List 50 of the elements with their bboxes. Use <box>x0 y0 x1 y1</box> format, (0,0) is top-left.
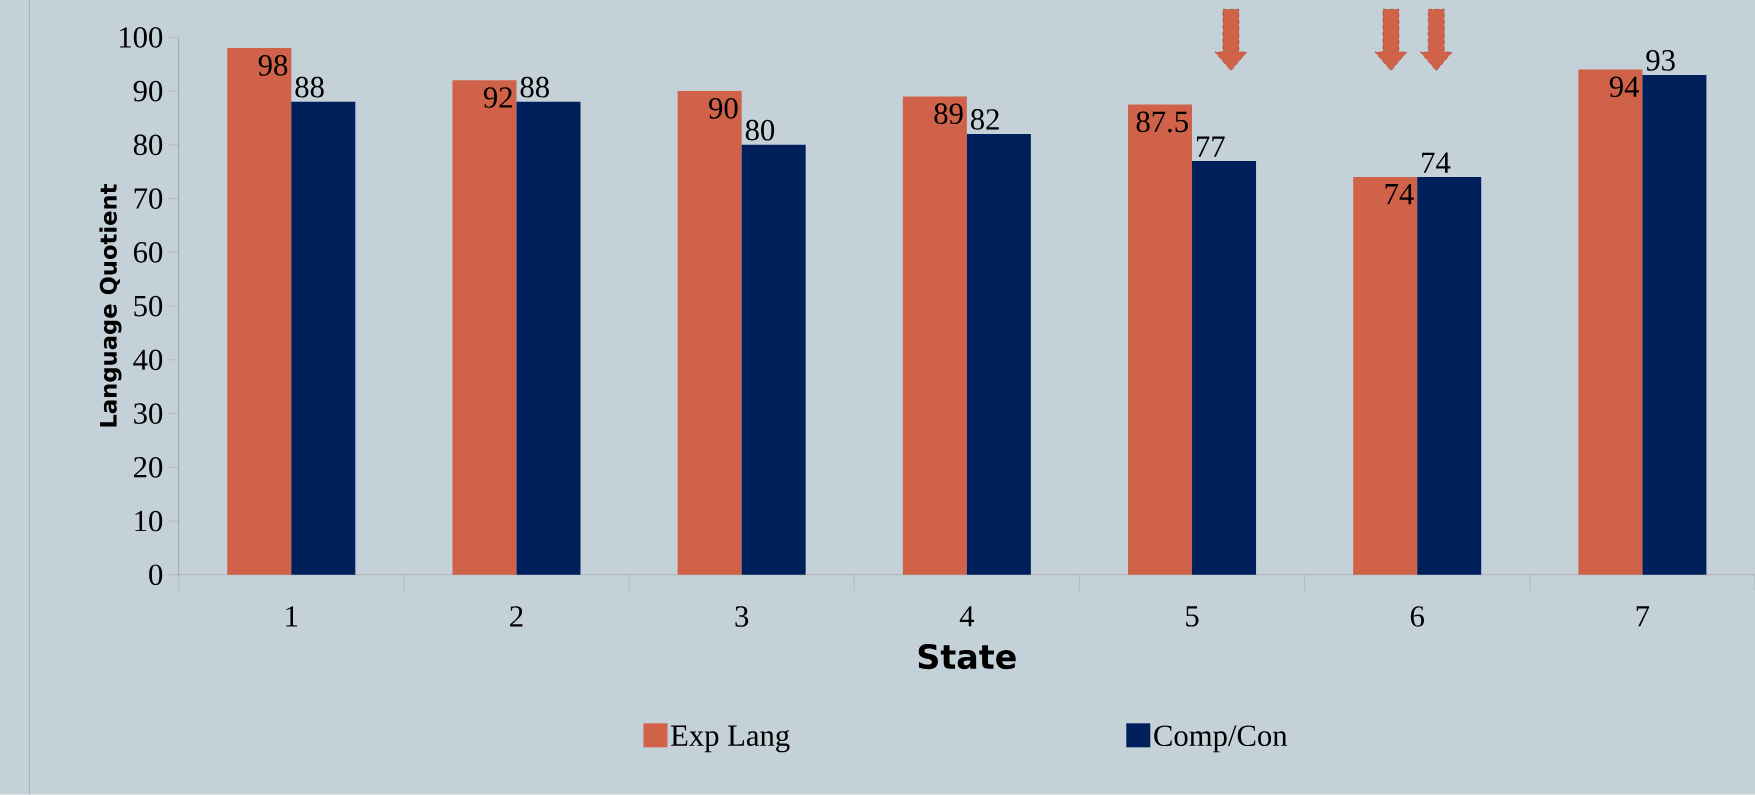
bar <box>452 80 517 575</box>
y-tick-label: 10 <box>135 510 163 532</box>
x-tick-label: 3 <box>735 606 749 627</box>
data-label: 89 <box>934 103 963 125</box>
bar <box>291 101 356 575</box>
data-label: 94 <box>1609 76 1639 98</box>
data-label: 77 <box>1196 136 1225 157</box>
x-axis-title: State <box>918 644 1016 670</box>
y-tick-label: 30 <box>134 403 163 424</box>
data-label: 88 <box>520 76 549 98</box>
data-label: 88 <box>295 76 324 98</box>
bar <box>741 144 806 575</box>
bar <box>227 48 292 575</box>
x-tick-label: 4 <box>959 606 975 627</box>
data-label: 93 <box>1646 50 1675 71</box>
data-label: 80 <box>745 119 775 141</box>
bar <box>516 101 581 575</box>
legend-label: Exp Lang <box>670 725 790 753</box>
bar <box>1417 177 1482 575</box>
bar <box>1353 177 1418 575</box>
bar <box>902 96 967 575</box>
y-tick-label: 20 <box>133 457 163 478</box>
data-label: 74 <box>1385 184 1414 205</box>
data-label: 92 <box>483 87 512 108</box>
data-label: 98 <box>258 55 288 76</box>
y-tick-label: 70 <box>134 188 163 209</box>
x-tick-label: 1 <box>286 606 298 627</box>
data-label: 87.5 <box>1136 111 1188 133</box>
x-tick-label: 7 <box>1636 606 1650 627</box>
x-tick-label: 6 <box>1410 606 1424 627</box>
legend-label: Comp/Con <box>1154 725 1288 753</box>
y-tick-label: 0 <box>149 564 163 586</box>
bar <box>1578 69 1643 575</box>
x-tick-label: 2 <box>510 606 523 627</box>
bar <box>677 91 742 575</box>
y-axis-title: Language Quotient <box>99 184 122 427</box>
bar <box>966 134 1031 575</box>
data-label: 82 <box>970 109 999 130</box>
bar <box>1192 161 1257 575</box>
y-tick-label: 80 <box>133 134 163 156</box>
y-tick-label: 50 <box>134 295 163 317</box>
x-tick-label: 5 <box>1186 606 1199 627</box>
bar <box>1128 104 1193 575</box>
data-label: 74 <box>1422 152 1451 173</box>
y-tick-label: 90 <box>133 80 163 102</box>
data-label: 90 <box>709 98 738 119</box>
bar <box>1642 75 1707 575</box>
y-tick-label: 40 <box>133 349 163 371</box>
y-tick-label: 100 <box>120 27 163 48</box>
y-tick-label: 60 <box>133 242 163 263</box>
